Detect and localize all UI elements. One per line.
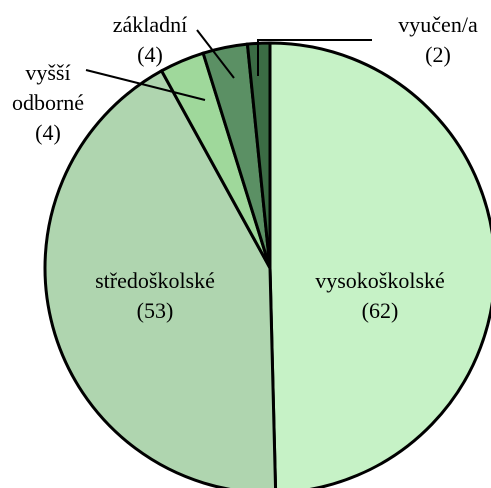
leader-line bbox=[196, 29, 235, 79]
value-label: (53) bbox=[136, 298, 174, 323]
value-label: (62) bbox=[361, 298, 399, 323]
slice-label: vyšší odborné (4) bbox=[3, 58, 93, 148]
value-label: (4) bbox=[137, 42, 163, 67]
slice-label: základní (4) bbox=[113, 10, 188, 70]
value-label: (2) bbox=[425, 42, 451, 67]
category-label: vyučen/a bbox=[398, 12, 478, 37]
category-label: základní bbox=[112, 12, 188, 37]
value-label: (4) bbox=[35, 120, 61, 145]
leader-line bbox=[257, 39, 372, 76]
category-label: středoškolské bbox=[95, 268, 215, 293]
slice-label: středoškolské (53) bbox=[95, 266, 215, 326]
slice-label: vyučen/a (2) bbox=[398, 10, 477, 70]
pie-slice bbox=[268, 41, 491, 488]
leader-lines bbox=[85, 29, 372, 101]
slice-label: vysokoškolské (62) bbox=[315, 266, 445, 326]
category-label: vysokoškolské bbox=[315, 268, 445, 293]
category-label: vyšší odborné bbox=[11, 60, 85, 115]
leader-line bbox=[85, 69, 206, 101]
